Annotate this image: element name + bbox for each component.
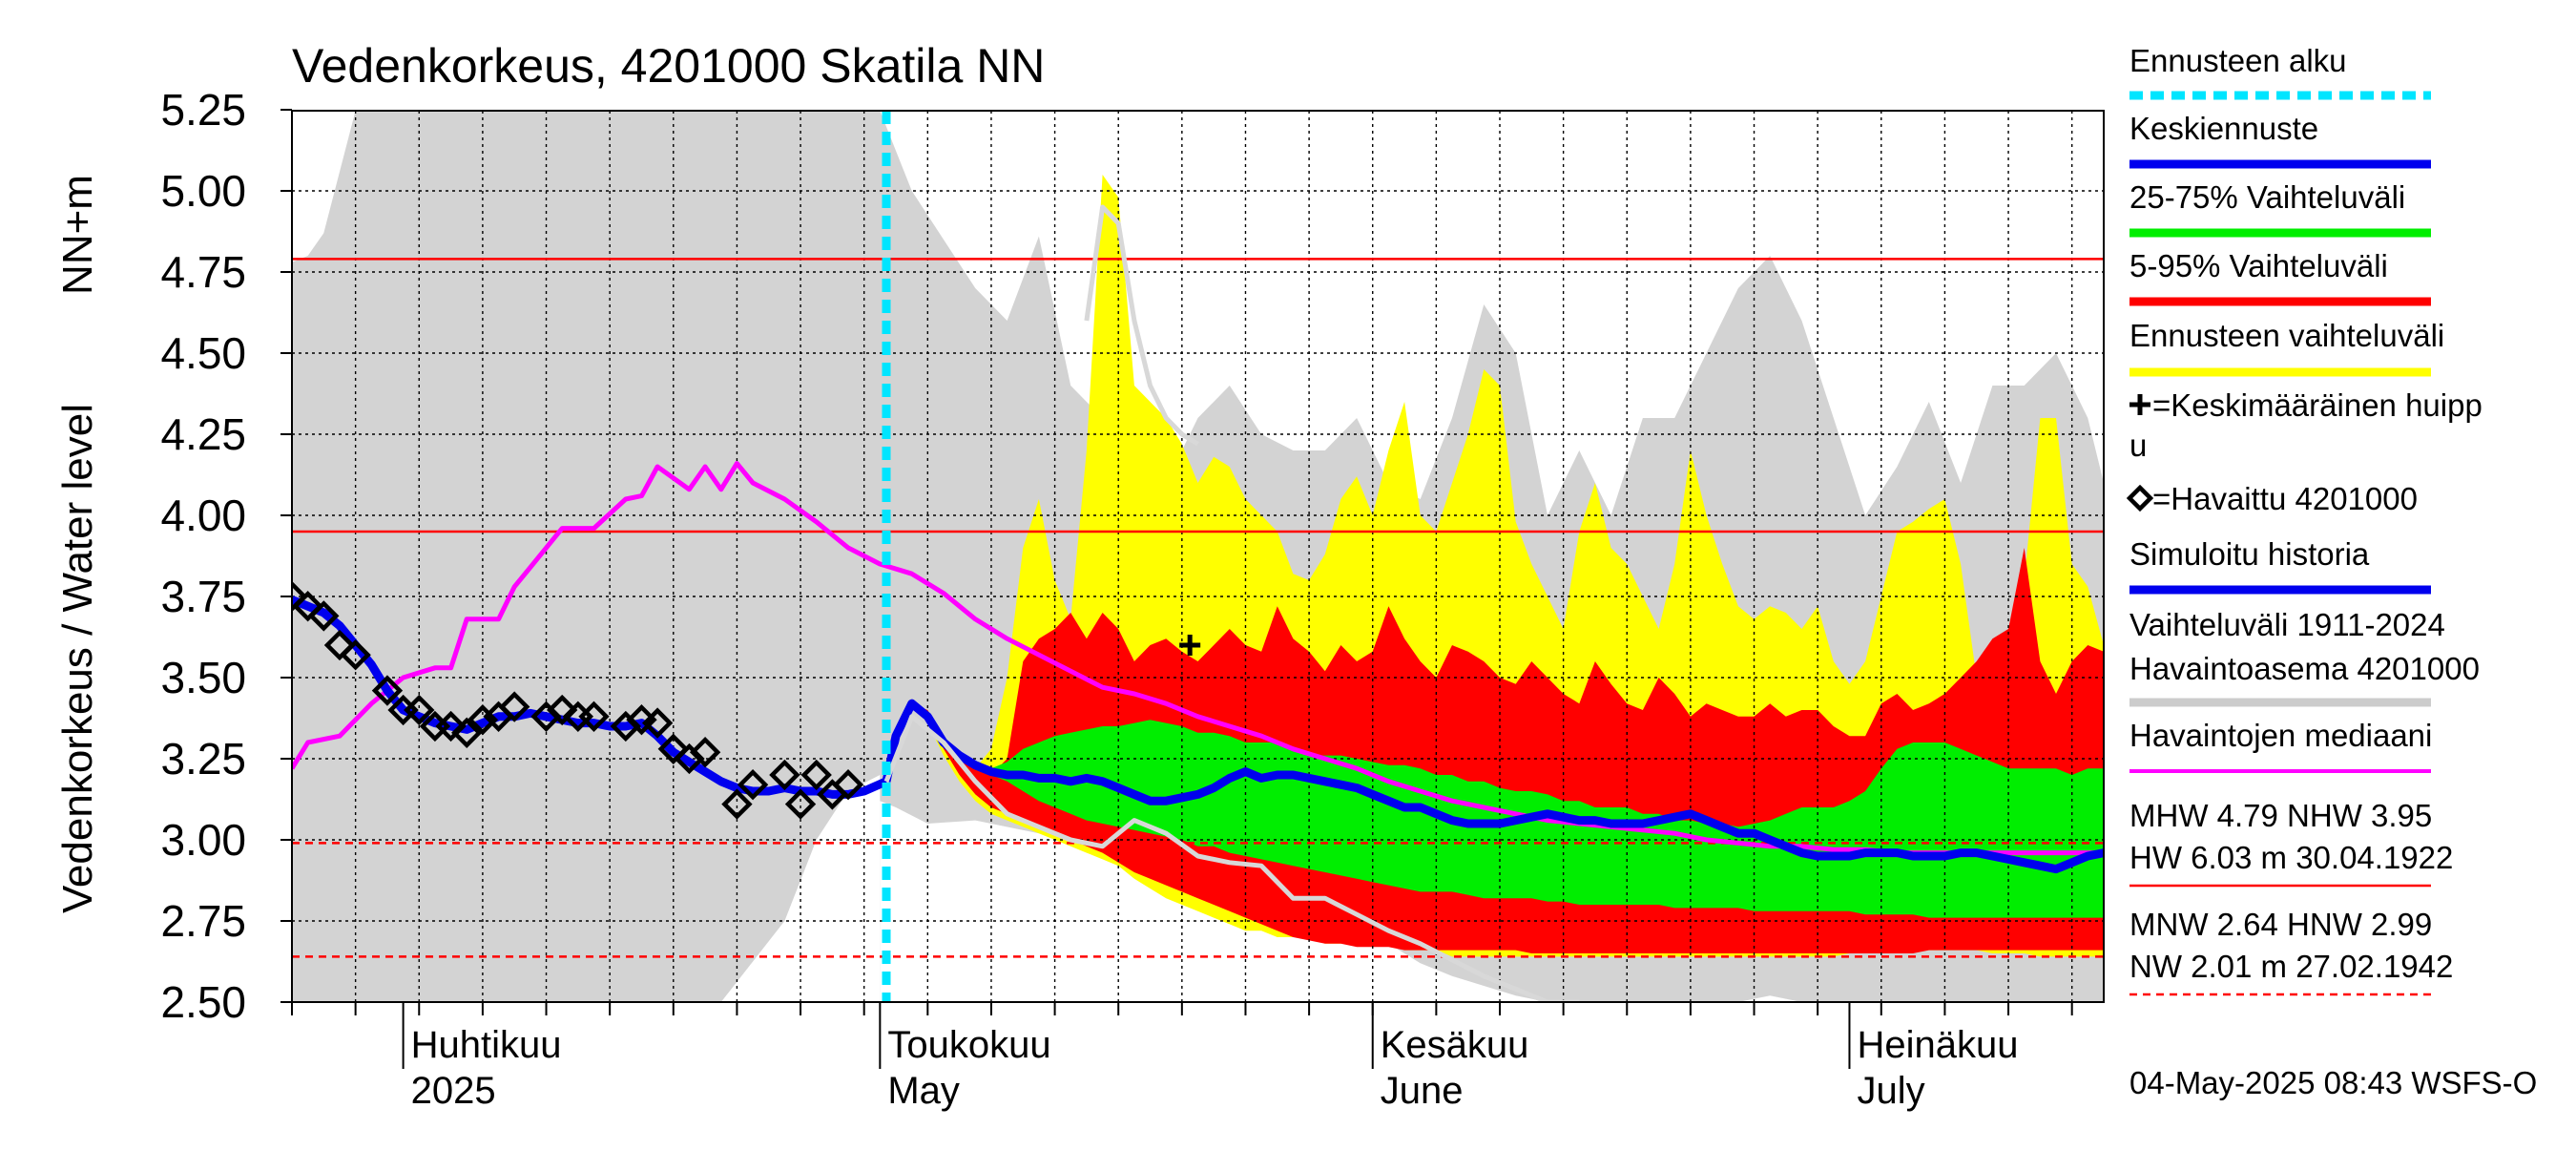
legend-label: 5-95% Vaihteluväli: [2129, 248, 2388, 283]
y-tick-label: 4.75: [160, 247, 246, 297]
legend-diamond-icon: [2126, 484, 2154, 512]
month-label-fi: Heinäkuu: [1857, 1024, 2018, 1066]
legend-label: u: [2129, 428, 2147, 463]
observed-point: [371, 675, 404, 706]
stats-hw: HW 6.03 m 30.04.1922: [2129, 840, 2453, 875]
y-tick-label: 2.50: [160, 977, 246, 1027]
month-label-en: July: [1857, 1070, 1924, 1112]
y-tick-label: 4.00: [160, 491, 246, 540]
observed-point: [451, 717, 483, 748]
observed-point: [323, 629, 356, 661]
y-tick-label: 5.00: [160, 166, 246, 216]
legend-label: Havaintojen mediaani: [2129, 718, 2432, 753]
legend-label: Ennusteen vaihteluväli: [2129, 318, 2444, 353]
legend-item-simuloitu: Simuloitu historia: [2129, 536, 2431, 595]
observed-point: [689, 737, 721, 768]
legend-label: 25-75% Vaihteluväli: [2129, 179, 2405, 215]
y-axis-unit-label: NN+m: [54, 175, 101, 295]
month-label-en: 2025: [411, 1070, 496, 1112]
legend-label: =Havaittu 4201000: [2152, 481, 2418, 516]
y-tick-label: 3.50: [160, 653, 246, 702]
y-tick-label: 3.25: [160, 734, 246, 784]
y-tick-label: 2.75: [160, 896, 246, 946]
y-tick-label: 3.00: [160, 815, 246, 865]
legend-label: Havaintoasema 4201000: [2129, 651, 2480, 686]
legend-label: Simuloitu historia: [2129, 536, 2370, 572]
y-tick-label: 3.75: [160, 572, 246, 621]
legend-item-keskiennuste: Keskiennuste: [2129, 111, 2431, 169]
observed-point: [641, 707, 674, 739]
observed-point: [547, 694, 578, 726]
observed-point: [308, 600, 340, 632]
stats-block: MHW 4.79 NHW 3.95 HW 6.03 m 30.04.1922 MNW…: [2129, 798, 2453, 996]
legend-label: Keskiennuste: [2129, 111, 2318, 146]
y-axis-label: Vedenkorkeus / Water level: [54, 404, 101, 913]
legend-item-p25_75: 25-75% Vaihteluväli: [2129, 179, 2431, 238]
legend-label: Vaihteluväli 1911-2024: [2129, 607, 2445, 642]
series-forecast: [882, 699, 2104, 874]
timestamp: 04-May-2025 08:43 WSFS-O: [2129, 1065, 2537, 1100]
observed-point: [657, 733, 689, 764]
mean-peak-marker: [1179, 635, 1201, 656]
stats-mhw-nhw: MHW 4.79 NHW 3.95: [2129, 798, 2432, 833]
stats-mnw-hnw: MNW 2.64 HNW 2.99: [2129, 907, 2432, 942]
legend-item-mediaani: Havaintojen mediaani: [2129, 718, 2432, 773]
plot-area: [292, 111, 2104, 1002]
observed-point: [499, 691, 530, 722]
plot-frame: [291, 110, 2105, 1003]
observed-point: [340, 639, 371, 671]
month-label-fi: Kesäkuu: [1381, 1024, 1529, 1066]
legend-label: =Keskimääräinen huipp: [2152, 387, 2483, 423]
y-tick-label: 4.50: [160, 328, 246, 378]
legend-item-p5_95: 5-95% Vaihteluväli: [2129, 248, 2431, 306]
legend-item-ennusteen_vaihtelu: Ennusteen vaihteluväli: [2129, 318, 2444, 377]
observed-point: [769, 759, 800, 791]
legend-plus-icon: [2129, 394, 2150, 415]
stats-nw: NW 2.01 m 27.02.1942: [2129, 949, 2453, 984]
observed-point: [578, 700, 610, 732]
y-tick-label: 4.25: [160, 409, 246, 459]
month-label-en: May: [887, 1070, 960, 1112]
chart-title: Vedenkorkeus, 4201000 Skatila NN: [292, 39, 1045, 93]
y-tick-label: 5.25: [160, 85, 246, 135]
historical-range-lower-cut: [880, 801, 2104, 1002]
observed-point: [435, 710, 467, 742]
legend: Ennusteen alku Keskiennuste 25-75% Vaihtel…: [2126, 43, 2483, 996]
observed-point: [292, 580, 308, 613]
observed-point: [404, 694, 435, 726]
legend-label: Ennusteen alku: [2129, 43, 2347, 78]
legend-item-ennusteen_alku: Ennusteen alku: [2129, 43, 2431, 100]
observed-point: [292, 591, 323, 622]
legend-item-vaihteluvali: Vaihteluväli 1911-2024 Havaintoasema 420…: [2129, 607, 2480, 707]
observed-point: [467, 704, 499, 736]
observed-point: [832, 769, 864, 801]
month-label-fi: Huhtikuu: [411, 1024, 562, 1066]
legend-item-havaittu: =Havaittu 4201000: [2126, 481, 2418, 516]
month-label-fi: Toukokuu: [887, 1024, 1050, 1066]
observed-point: [737, 769, 769, 801]
observed-point: [784, 788, 817, 820]
observed-point: [800, 759, 832, 791]
series-light_gray2: [1084, 204, 1199, 447]
historical-range-gap: [562, 775, 881, 1002]
month-label-en: June: [1381, 1070, 1464, 1112]
series-light_gray: [883, 714, 1580, 1002]
axes: 2.50 2.75 3.00 3.25 3.50 3.75 4.00 4.25 4.50 4.75…: [160, 85, 2105, 1112]
observed-point: [721, 788, 753, 820]
